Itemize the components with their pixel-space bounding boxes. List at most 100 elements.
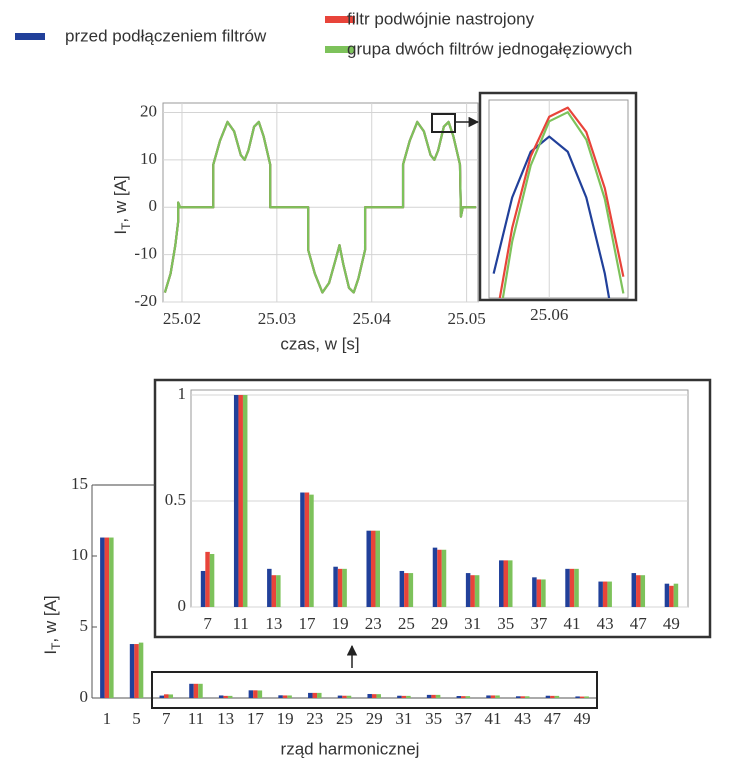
line-series [498,106,625,298]
bar [574,568,579,607]
x-tick-label: 37 [455,709,473,728]
bar [461,696,466,698]
bar [100,537,105,698]
y-tick-label: 10 [140,149,157,168]
bar [218,695,224,698]
bar [376,694,381,698]
bar [312,692,318,698]
zoom-box [431,113,456,133]
y-tick-label: -10 [134,244,157,263]
bar [536,579,542,607]
y-tick-label: -20 [134,291,157,310]
bar [474,575,480,607]
bar [233,395,239,607]
legend-swatch [325,16,355,23]
x-tick-label: 25.04 [353,309,392,328]
bar [397,695,402,698]
bar [673,583,679,607]
bar [545,695,551,698]
x-tick-label: 17 [298,614,316,633]
series-group [163,120,477,294]
bar [490,695,496,698]
bar [309,494,314,607]
bar [432,547,438,607]
x-tick-label: 25 [398,614,415,633]
bar [257,690,263,698]
y-label-rest: , w [A] [41,595,60,642]
bar [278,695,283,698]
bar [598,581,603,607]
bar [640,575,646,607]
y-tick-label: 0 [178,596,187,615]
x-tick-label: 23 [365,614,382,633]
x-tick-label: 13 [265,614,282,633]
plots: 25.02 25.03 25.04 25.05-20-100102025.060510… [71,91,712,728]
legend-swatch [325,46,355,53]
x-tick-label: 11 [188,709,204,728]
bar [550,695,555,698]
y-label-sub: T [119,222,133,230]
bar [253,690,258,698]
bar [342,695,347,698]
bar [300,492,305,607]
x-tick-label: 7 [162,709,171,728]
bar [607,581,612,607]
x-tick-label: 49 [574,709,591,728]
bar [282,695,288,698]
bar [304,492,310,607]
x-tick-label: 1 [103,709,112,728]
bar [164,694,169,698]
bar [495,695,500,698]
y-tick-label: 20 [140,101,157,120]
bar [426,694,432,698]
line-series [492,135,611,298]
bar [532,577,537,607]
y-axis-label: IT, w [A] [41,595,63,654]
y-label-sub: T [49,642,63,650]
bar [337,695,343,698]
x-tick-label: 41 [564,614,581,633]
bar [456,696,462,698]
x-tick-label: 19 [277,709,294,728]
bar [346,695,352,698]
x-tick-label: 5 [132,709,141,728]
x-tick-label: 25 [336,709,353,728]
bar [508,560,513,607]
x-tick-label: 13 [217,709,234,728]
x-axis-label: rząd harmonicznej [281,739,420,758]
x-tick-label: 11 [233,614,249,633]
y-axis-label: IT, w [A] [111,175,133,234]
bar [308,692,313,698]
zoom-box [151,671,598,709]
bar [569,568,575,607]
plot-area [162,102,479,303]
y-tick-label: 10 [71,545,88,564]
bar [441,549,447,607]
bar [636,575,641,607]
y-tick-label: 0 [80,687,89,706]
bar [337,568,343,607]
bar [486,695,491,698]
y-label-main: I [111,230,130,235]
x-tick-label: 47 [544,709,562,728]
x-axis-label: czas, w [s] [280,334,359,353]
y-label-rest: , w [A] [111,175,130,222]
bar [267,568,272,607]
x-tick-label: 25.06 [530,305,568,324]
bar [584,696,589,698]
bar [200,570,206,607]
bar [435,694,441,698]
bar [431,694,436,698]
bar [499,560,504,607]
bar [541,579,546,607]
bar [205,551,210,607]
bar [524,696,530,698]
bar [401,695,407,698]
line-series [163,120,477,294]
bar [366,530,371,607]
bar [238,395,243,607]
x-tick-label: 23 [306,709,323,728]
bar [159,695,165,698]
